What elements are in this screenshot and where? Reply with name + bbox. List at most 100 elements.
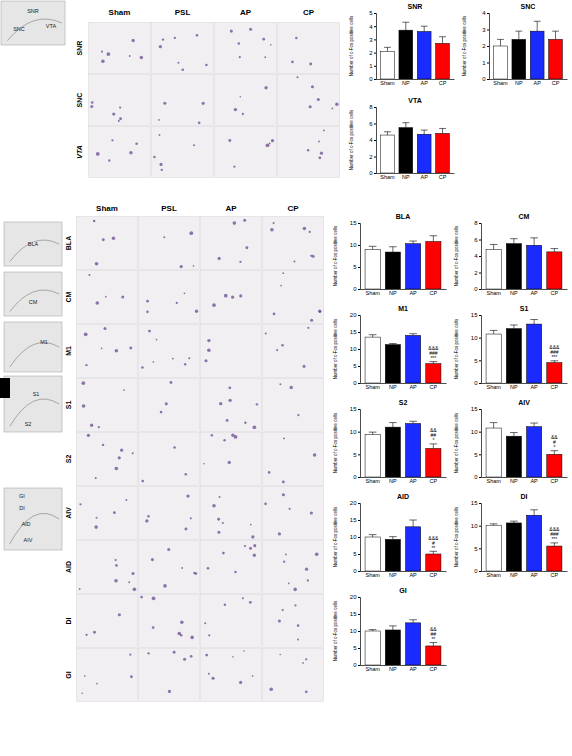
stained-cell <box>279 654 281 656</box>
x-tick-label: NP <box>389 290 397 296</box>
stained-cell <box>118 613 121 616</box>
x-tick-label: AP <box>421 80 429 86</box>
y-tick: 5 <box>474 452 481 458</box>
error-bar <box>369 432 377 434</box>
error-bar-cap <box>439 128 446 129</box>
error-bar-cap <box>389 246 397 247</box>
atlas-label: BLA <box>28 241 39 247</box>
stained-cell <box>106 52 110 56</box>
y-tick: 5 <box>353 551 360 557</box>
x-tick-label: Sham <box>365 290 380 296</box>
x-tick-label: Sham <box>365 666 380 672</box>
stained-cell <box>111 139 113 141</box>
x-tick: AP <box>421 80 429 86</box>
stained-cell <box>165 402 168 405</box>
y-axis: 02468 <box>369 104 376 176</box>
x-tick: CP <box>439 80 447 86</box>
plot-area <box>381 123 450 173</box>
error-bar <box>490 330 498 334</box>
error-bar <box>369 535 377 537</box>
row-label: DI <box>65 617 72 624</box>
bar <box>385 345 400 383</box>
bar-chart: M1Number of c-Fos positive cells05101520… <box>333 305 447 390</box>
stained-cell <box>305 691 308 694</box>
x-tick: CP <box>552 80 560 86</box>
stained-cell <box>184 363 186 365</box>
error-bar <box>389 537 397 540</box>
error-bar-cap <box>490 330 498 331</box>
stained-cell <box>232 656 234 658</box>
x-tick: Sham <box>365 478 380 484</box>
stained-cell <box>173 446 176 449</box>
y-axis-title: Number of c-Fos positive cells <box>454 506 459 567</box>
error-bar-stem <box>554 543 555 546</box>
stained-cell <box>159 134 161 136</box>
stained-cell <box>283 560 285 562</box>
stained-cell <box>218 257 221 260</box>
y-tick-label: 5 <box>474 546 478 552</box>
bar-chart: S1Number of c-Fos positive cells051015Sh… <box>454 305 568 390</box>
y-tick-mark <box>374 13 376 14</box>
y-tick-label: 3 <box>482 27 486 33</box>
x-tick: Sham <box>365 572 380 578</box>
y-tick: 4 <box>474 253 481 259</box>
y-tick-mark <box>374 157 376 158</box>
x-tick: NP <box>510 290 518 296</box>
y-axis-title: Number of c-Fos positive cells <box>462 15 467 76</box>
error-bar <box>384 132 391 135</box>
x-tick-label: AP <box>409 478 417 484</box>
x-tick-label: AP <box>409 290 417 296</box>
x-tick: AP <box>409 384 417 390</box>
plot-area <box>365 421 441 477</box>
atlas-image <box>4 322 62 372</box>
x-tick: NP <box>389 572 397 578</box>
stained-cell <box>121 295 124 298</box>
stained-cell <box>146 311 149 314</box>
x-tick-label: NP <box>510 478 518 484</box>
stained-cell <box>120 449 123 452</box>
x-tick-label: CP <box>551 478 559 484</box>
y-tick-label: 1 <box>482 60 486 66</box>
y-tick-mark <box>374 39 376 40</box>
micrograph <box>201 541 262 594</box>
error-bar-stem <box>392 423 393 428</box>
y-axis-line <box>358 316 361 384</box>
x-tick-label: AP <box>530 478 538 484</box>
stained-cell <box>95 301 99 305</box>
column-header: AP <box>225 204 237 213</box>
y-tick-label: 10 <box>471 335 478 341</box>
y-tick-label: 0 <box>353 380 357 386</box>
stained-cell <box>159 45 162 48</box>
stained-cell <box>234 571 237 574</box>
error-bar-cap <box>430 235 438 236</box>
micrograph <box>77 649 138 702</box>
x-axis: ShamNPAPCP <box>482 290 568 296</box>
error-bar-cap <box>409 241 417 242</box>
error-bar-cap <box>530 423 538 424</box>
x-tick: CP <box>430 384 438 390</box>
error-bar <box>510 521 518 523</box>
bar <box>436 43 450 79</box>
error-bar-stem <box>392 537 393 540</box>
chart-title: DI <box>521 493 528 500</box>
y-tick: 10 <box>350 346 360 352</box>
stained-cell <box>249 28 252 31</box>
y-tick-label: 5 <box>353 551 357 557</box>
y-tick-label: 5 <box>474 358 478 364</box>
chart-title: GI <box>399 587 406 594</box>
stained-cell <box>96 152 100 156</box>
stained-cell <box>233 221 237 225</box>
bar <box>486 525 501 571</box>
x-axis: ShamNPAPCP <box>361 666 447 672</box>
x-tick-label: NP <box>402 174 410 180</box>
error-bar-cap <box>369 534 377 535</box>
stained-cell <box>307 149 309 151</box>
y-tick-label: 2 <box>369 154 373 160</box>
error-bar-cap <box>497 39 504 40</box>
bar <box>426 448 441 477</box>
y-tick-mark <box>358 520 360 521</box>
micrograph <box>263 595 324 648</box>
stained-cell <box>223 439 225 441</box>
atlas-image <box>4 488 62 550</box>
stained-cell <box>249 601 252 604</box>
